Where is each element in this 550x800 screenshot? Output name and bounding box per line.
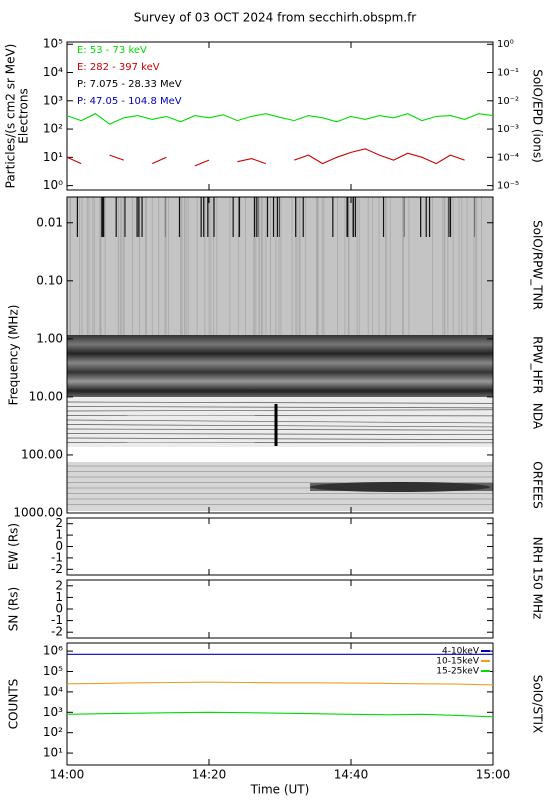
- legend-entry: 10-15keV: [436, 657, 480, 667]
- panel-frame: [66, 579, 494, 639]
- y-tick-label: 10⁶: [43, 644, 63, 658]
- legend-entry: 15-25keV: [436, 667, 480, 677]
- y-tick-label: 1: [55, 590, 63, 604]
- y2-tick-label: 10⁻¹: [497, 68, 519, 79]
- y-tick-label: 10³: [43, 93, 63, 107]
- x-tick-label: 14:40: [334, 768, 369, 782]
- y-tick-label: 0: [55, 539, 63, 553]
- y-tick-label: 10²: [43, 122, 63, 136]
- y-tick-label: 2: [55, 516, 63, 530]
- y-axis-label: Electrons: [17, 88, 31, 143]
- data-line: [66, 681, 494, 686]
- legend-entry: E: 282 - 397 keV: [77, 62, 160, 73]
- legend-entry: P: 47.05 - 104.8 MeV: [77, 96, 182, 107]
- right-label: SolO/EPD (ions): [531, 69, 545, 163]
- y-tick-label: -1: [51, 550, 63, 564]
- spectrogram-hfr: [67, 335, 493, 397]
- data-line: [67, 149, 493, 166]
- x-tick-label: 14:20: [192, 768, 227, 782]
- spectrogram-texture: [66, 424, 494, 428]
- y-tick-label: 10³: [43, 705, 63, 719]
- y-tick-label: 10⁵: [43, 37, 63, 51]
- y-tick-label: 10.00: [29, 389, 63, 403]
- data-line: [66, 711, 494, 718]
- spectrogram-burst: [310, 483, 493, 491]
- y-tick-label: 0.01: [36, 215, 63, 229]
- spectrogram-texture: [66, 433, 494, 436]
- y-tick-label: 1.00: [36, 331, 63, 345]
- y-tick-label: 1000.00: [13, 506, 63, 520]
- legend-entry: P: 7.075 - 28.33 MeV: [77, 79, 182, 90]
- y-axis-label: SN (Rs): [7, 587, 21, 631]
- y-tick-label: 1: [55, 528, 63, 542]
- band-label: ORFEES: [531, 461, 545, 508]
- y-tick-label: -2: [51, 562, 63, 576]
- y-axis-label: Frequency (MHz): [7, 305, 21, 406]
- x-axis-label: Time (UT): [250, 783, 310, 797]
- y2-tick-label: 10⁻⁵: [497, 181, 519, 192]
- y-tick-label: 10⁴: [43, 65, 63, 79]
- band-label: SolO/RPW_TNR: [531, 220, 545, 310]
- legend-entry: 4-10keV: [442, 647, 480, 657]
- y2-tick-label: 10⁰: [497, 39, 514, 50]
- y-tick-label: 100.00: [21, 447, 63, 461]
- data-line: [66, 113, 494, 125]
- y-tick-label: -2: [51, 625, 63, 639]
- y-axis-label: COUNTS: [7, 679, 21, 730]
- y-tick-label: 10¹: [43, 150, 63, 164]
- y-tick-label: 2: [55, 578, 63, 592]
- chart-title: Survey of 03 OCT 2024 from secchirh.obsp…: [134, 11, 417, 25]
- y-tick-label: 10⁴: [43, 684, 63, 698]
- y-axis-label: Particles/(s cm2 sr MeV): [4, 44, 18, 189]
- right-label: NRH 150 MHz: [531, 537, 545, 620]
- y2-tick-label: 10⁻⁴: [497, 152, 519, 163]
- spectrogram-texture: [66, 409, 494, 412]
- right-label: SolO/STIX: [531, 675, 545, 734]
- y-tick-label: 10⁰: [43, 178, 63, 192]
- x-tick-label: 15:00: [476, 768, 511, 782]
- y-tick-label: 10²: [43, 725, 63, 739]
- panel-frame: [66, 196, 494, 514]
- panel-frame: [66, 517, 494, 576]
- y-tick-label: 0.10: [36, 273, 63, 287]
- spectrogram-texture: [66, 401, 494, 404]
- y-tick-label: -1: [51, 613, 63, 627]
- y-tick-label: 10⁵: [43, 664, 63, 678]
- spectrogram-texture: [66, 419, 494, 424]
- spectrogram-texture: [66, 428, 494, 431]
- band-label: NDA: [531, 403, 545, 430]
- band-label: RPW_HFR: [531, 336, 545, 394]
- legend-entry: E: 53 - 73 keV: [77, 45, 147, 56]
- y2-tick-label: 10⁻²: [497, 96, 519, 107]
- spectrogram-tnr: [67, 197, 493, 335]
- y-tick-label: 0: [55, 602, 63, 616]
- y2-tick-label: 10⁻³: [497, 124, 519, 135]
- x-tick-label: 14:00: [50, 768, 85, 782]
- panel-frame: [66, 642, 494, 766]
- spectrogram-texture: [66, 437, 494, 441]
- y-tick-label: 10¹: [43, 746, 63, 760]
- spectrogram-texture: [66, 406, 494, 409]
- y-axis-label: EW (Rs): [7, 523, 21, 570]
